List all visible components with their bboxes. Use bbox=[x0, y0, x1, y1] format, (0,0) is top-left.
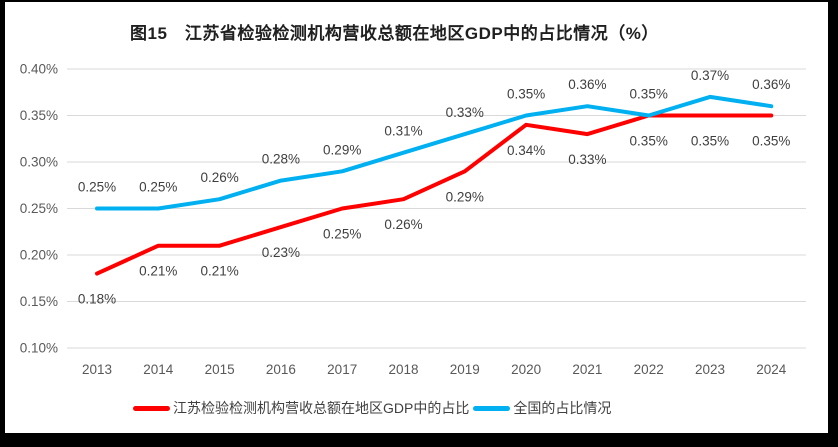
x-axis-tick-label: 2013 bbox=[82, 362, 112, 377]
data-label: 0.25% bbox=[139, 180, 177, 195]
y-axis-tick-label: 0.15% bbox=[20, 294, 58, 309]
data-label: 0.23% bbox=[262, 245, 300, 260]
data-label: 0.21% bbox=[139, 264, 177, 279]
y-axis-tick-label: 0.30% bbox=[20, 155, 58, 170]
data-label: 0.18% bbox=[78, 292, 116, 307]
y-axis-tick-label: 0.40% bbox=[20, 62, 58, 77]
legend-label-jiangsu: 江苏检验检测机构营收总额在地区GDP中的占比 bbox=[173, 400, 470, 416]
x-axis-tick-label: 2024 bbox=[756, 362, 787, 377]
data-label: 0.26% bbox=[384, 217, 422, 232]
legend-item-national: 全国的占比情况 bbox=[473, 398, 611, 418]
x-axis-tick-label: 2018 bbox=[388, 362, 418, 377]
data-label: 0.25% bbox=[78, 180, 116, 195]
legend-item-jiangsu: 江苏检验检测机构营收总额在地区GDP中的占比 bbox=[133, 398, 469, 418]
data-label: 0.33% bbox=[568, 152, 606, 167]
data-label: 0.33% bbox=[446, 105, 484, 120]
data-label: 0.37% bbox=[691, 68, 729, 83]
series-line-1 bbox=[95, 94, 774, 211]
data-label: 0.21% bbox=[200, 264, 238, 279]
data-label: 0.36% bbox=[752, 77, 790, 92]
legend-label-national: 全国的占比情况 bbox=[513, 400, 612, 416]
data-label: 0.35% bbox=[630, 134, 668, 149]
x-axis-tick-label: 2016 bbox=[266, 362, 296, 377]
y-axis-tick-label: 0.25% bbox=[20, 201, 58, 216]
x-axis-tick-label: 2014 bbox=[143, 362, 174, 377]
y-axis-tick-label: 0.10% bbox=[20, 341, 58, 356]
chart-title: 图15 江苏省检验检测机构营收总额在地区GDP中的占比情况（%） bbox=[130, 24, 659, 43]
legend-line-red-icon bbox=[133, 405, 170, 411]
data-label: 0.35% bbox=[630, 87, 668, 102]
series-line-0 bbox=[95, 113, 774, 276]
data-label: 0.26% bbox=[200, 170, 238, 185]
data-label: 0.29% bbox=[446, 189, 484, 204]
x-axis-tick-label: 2019 bbox=[450, 362, 480, 377]
data-label: 0.29% bbox=[323, 142, 361, 157]
data-label: 0.31% bbox=[384, 124, 422, 139]
data-label: 0.35% bbox=[507, 87, 545, 102]
data-label: 0.36% bbox=[568, 77, 606, 92]
data-label: 0.34% bbox=[507, 143, 545, 158]
x-axis-tick-label: 2021 bbox=[572, 362, 602, 377]
data-label: 0.25% bbox=[323, 227, 361, 242]
x-axis-tick-label: 2017 bbox=[327, 362, 357, 377]
x-axis-tick-label: 2020 bbox=[511, 362, 541, 377]
chart-page bbox=[5, 2, 828, 433]
x-axis-tick-label: 2015 bbox=[205, 362, 235, 377]
data-label: 0.35% bbox=[752, 134, 790, 149]
legend-line-blue-icon bbox=[473, 405, 511, 411]
chart-legend: 江苏检验检测机构营收总额在地区GDP中的占比 全国的占比情况 bbox=[133, 399, 611, 417]
data-label: 0.28% bbox=[262, 152, 300, 167]
y-axis-tick-label: 0.20% bbox=[20, 248, 58, 263]
x-axis-tick-label: 2022 bbox=[634, 362, 664, 377]
x-axis-tick-label: 2023 bbox=[695, 362, 725, 377]
data-label: 0.35% bbox=[691, 134, 729, 149]
y-axis-tick-label: 0.35% bbox=[20, 108, 58, 123]
